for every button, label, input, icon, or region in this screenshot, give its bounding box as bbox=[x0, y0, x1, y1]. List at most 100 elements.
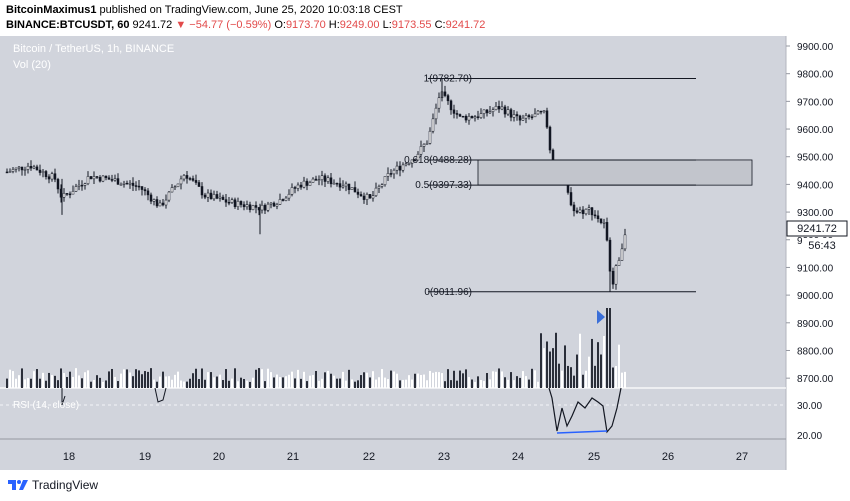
candle-body bbox=[197, 182, 201, 187]
volume-bar bbox=[309, 375, 311, 388]
candle-body bbox=[8, 171, 12, 173]
candle-body bbox=[533, 113, 537, 118]
price-tick-label: 8800.00 bbox=[797, 346, 834, 357]
candles bbox=[5, 78, 627, 292]
volume-bar bbox=[351, 379, 353, 388]
volume-bar bbox=[510, 372, 512, 388]
date-tick-label: 23 bbox=[438, 451, 450, 463]
volume-bar bbox=[12, 371, 14, 388]
candle-body bbox=[116, 178, 120, 185]
volume-bar bbox=[186, 381, 188, 388]
candle-body bbox=[209, 192, 213, 200]
candle-body bbox=[251, 205, 255, 210]
candle-body bbox=[128, 182, 132, 185]
volume-bar bbox=[519, 377, 521, 388]
candle-body bbox=[254, 205, 258, 208]
candle-body bbox=[392, 169, 396, 175]
volume-bar bbox=[222, 380, 224, 388]
volume-bar bbox=[525, 376, 527, 388]
rsi-tick-label: 30.00 bbox=[797, 401, 822, 412]
volume-bar bbox=[387, 379, 389, 388]
candle-body bbox=[500, 106, 504, 110]
volume-bar bbox=[405, 379, 407, 388]
volume-bar bbox=[144, 371, 146, 388]
volume-bar bbox=[420, 374, 422, 388]
bar-countdown: 56:43 bbox=[808, 240, 836, 252]
volume-bar bbox=[9, 369, 11, 388]
candle-body bbox=[299, 184, 303, 188]
high-value: 9249.00 bbox=[339, 19, 380, 31]
volume-bar bbox=[573, 375, 575, 388]
candle-body bbox=[20, 166, 24, 171]
candle-body bbox=[548, 126, 552, 151]
volume-bar bbox=[609, 308, 611, 388]
rsi-label: RSI (14, close) bbox=[13, 400, 79, 411]
candle-body bbox=[566, 184, 570, 193]
volume-bar bbox=[357, 380, 359, 388]
price-tick-label: 9800.00 bbox=[797, 70, 834, 81]
volume-bar bbox=[582, 374, 584, 388]
volume-bar bbox=[531, 368, 533, 388]
volume-bar bbox=[57, 380, 59, 388]
candle-body bbox=[308, 182, 312, 186]
open-label: O: bbox=[274, 19, 286, 31]
volume-bar bbox=[249, 381, 251, 388]
chart-area[interactable]: 1(9782.70) 0.618(9488.28) 0.5(9397.33) 0(90… bbox=[0, 36, 850, 470]
volume-bar bbox=[135, 369, 137, 388]
volume-bar bbox=[393, 371, 395, 388]
volume-bar bbox=[327, 370, 329, 388]
volume-bar bbox=[174, 374, 176, 388]
price-tick-label: 8900.00 bbox=[797, 319, 834, 330]
candle-body bbox=[260, 204, 264, 211]
volume-bar bbox=[462, 373, 464, 388]
volume-bar bbox=[189, 378, 191, 388]
candle-body bbox=[263, 204, 267, 211]
price-axis: 9900.00 9800.00 9700.00 9600.00 9500.00 9400.… bbox=[786, 42, 834, 442]
volume-bar bbox=[18, 375, 20, 388]
volume-bar bbox=[123, 369, 125, 388]
candle-body bbox=[176, 183, 180, 187]
volume-bar bbox=[210, 372, 212, 388]
volume-bar bbox=[372, 371, 374, 388]
volume-bar bbox=[93, 379, 95, 388]
candle-body bbox=[368, 194, 372, 199]
candle-body bbox=[422, 143, 426, 147]
volume-bar bbox=[69, 371, 71, 388]
chart-title: Bitcoin / TetherUS, 1h, BINANCE bbox=[13, 43, 174, 55]
candle-body bbox=[287, 193, 291, 199]
volume-bar bbox=[618, 344, 620, 388]
fibonacci-retracement[interactable]: 1(9782.70) 0.618(9488.28) 0.5(9397.33) 0(90… bbox=[404, 73, 753, 298]
author-name[interactable]: BitcoinMaximus1 bbox=[6, 4, 97, 16]
volume-bars bbox=[6, 308, 626, 388]
tradingview-logo-icon[interactable] bbox=[8, 478, 28, 492]
candle-body bbox=[617, 260, 621, 266]
candle-body bbox=[524, 115, 528, 119]
volume-bar bbox=[426, 380, 428, 388]
volume-bar bbox=[147, 371, 149, 388]
rsi-divergence-line[interactable] bbox=[556, 430, 608, 434]
candle-body bbox=[194, 180, 198, 183]
fib-zone-box[interactable] bbox=[477, 159, 753, 186]
candle-body bbox=[413, 159, 417, 162]
candle-body bbox=[290, 187, 294, 195]
candle-body bbox=[467, 116, 471, 121]
candle-body bbox=[65, 193, 69, 195]
candle-body bbox=[203, 194, 207, 198]
volume-bar bbox=[276, 374, 278, 388]
price-chart[interactable]: 1(9782.70) 0.618(9488.28) 0.5(9397.33) 0(90… bbox=[0, 36, 850, 470]
volume-bar bbox=[168, 376, 170, 388]
candle-body bbox=[338, 183, 342, 188]
volume-bar bbox=[330, 373, 332, 388]
volume-bar bbox=[381, 369, 383, 388]
volume-bar bbox=[207, 372, 209, 388]
candle-body bbox=[446, 95, 450, 102]
volume-bar bbox=[27, 378, 29, 388]
volume-bar bbox=[378, 377, 380, 388]
candle-body bbox=[275, 204, 279, 207]
volume-bar bbox=[45, 380, 47, 388]
candle-body bbox=[416, 153, 420, 161]
footer-brand[interactable]: TradingView bbox=[32, 478, 99, 492]
volume-bar bbox=[261, 369, 263, 388]
candle-body bbox=[248, 204, 252, 210]
volume-bar bbox=[240, 377, 242, 388]
